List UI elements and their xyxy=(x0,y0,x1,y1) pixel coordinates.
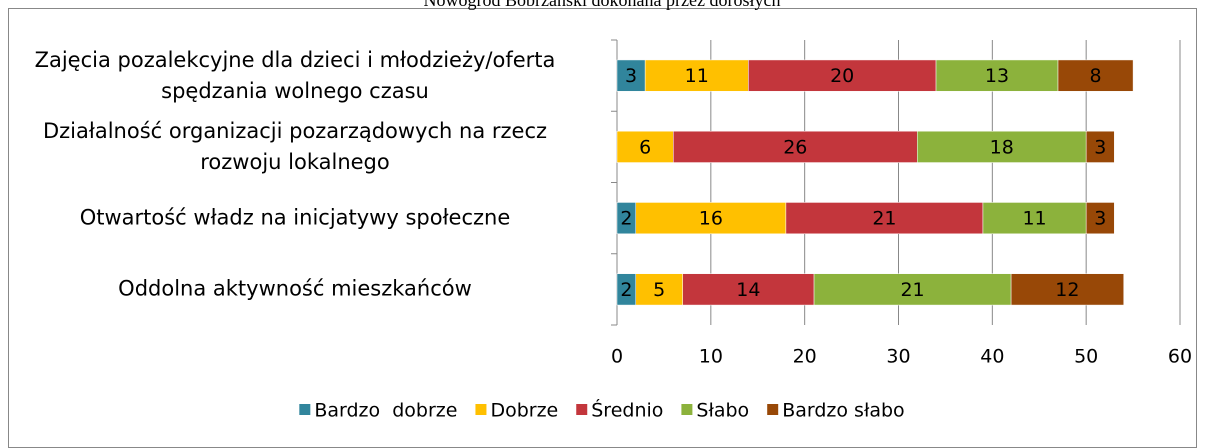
data-label: 3 xyxy=(625,65,637,87)
x-tick-label: 10 xyxy=(699,346,723,368)
legend-label: Dobrze xyxy=(490,400,558,422)
x-tick-label: 30 xyxy=(886,346,910,368)
data-label: 16 xyxy=(699,208,723,230)
data-label: 3 xyxy=(1094,208,1106,230)
data-label: 21 xyxy=(872,208,896,230)
data-label: 5 xyxy=(653,279,665,301)
data-label: 13 xyxy=(985,65,1009,87)
bar-segment xyxy=(748,59,937,92)
data-label: 21 xyxy=(900,279,924,301)
data-label: 3 xyxy=(1094,136,1106,158)
chart-title: Nowogród Bobrzański dokonana przez doros… xyxy=(424,0,781,10)
data-label: 2 xyxy=(620,208,632,230)
legend-label: Średnio xyxy=(591,398,663,422)
data-label: 8 xyxy=(1090,65,1102,87)
bar-segment xyxy=(644,59,749,92)
legend-marker xyxy=(475,404,487,415)
bar-segment xyxy=(635,202,787,235)
bar-segment xyxy=(1085,202,1115,235)
x-tick-label: 50 xyxy=(1074,346,1098,368)
data-label: 2 xyxy=(620,279,632,301)
bar-segment xyxy=(1057,59,1134,92)
x-tick-label: 20 xyxy=(793,346,817,368)
x-tick-label: 0 xyxy=(611,346,623,368)
data-label: 14 xyxy=(736,279,760,301)
bar-segment xyxy=(673,130,918,163)
bar-segment xyxy=(917,130,1087,163)
data-label: 18 xyxy=(990,136,1014,158)
x-tick-label: 40 xyxy=(980,346,1004,368)
legend-marker xyxy=(299,404,311,415)
legend-label: Bardzo dobrze xyxy=(314,400,457,422)
data-label: 26 xyxy=(783,136,807,158)
y-tick-label: Otwartość władz na inicjatywy społeczne xyxy=(79,205,511,230)
bar-segment xyxy=(1010,273,1124,306)
legend-marker xyxy=(681,404,693,415)
bar-segment xyxy=(785,202,984,235)
legend-marker xyxy=(576,404,588,415)
y-tick-label: Zajęcia pozalekcyjne dla dzieci i młodzi… xyxy=(34,47,556,103)
data-label: 12 xyxy=(1055,279,1079,301)
data-label: 20 xyxy=(830,65,854,87)
data-label: 11 xyxy=(1022,208,1046,230)
bar-segment xyxy=(616,59,646,92)
bar-segment xyxy=(935,59,1059,92)
y-tick-label: Oddolna aktywność mieszkańców xyxy=(118,276,472,301)
x-tick-label: 60 xyxy=(1168,346,1192,368)
y-tick-label: Działalność organizacji pozarządowych na… xyxy=(42,118,548,174)
legend-label: Słabo xyxy=(696,400,749,422)
data-label: 11 xyxy=(685,65,709,87)
data-label: 6 xyxy=(639,136,651,158)
legend-label: Bardzo słabo xyxy=(782,400,904,422)
bar-segment xyxy=(1085,130,1115,163)
bar-segment xyxy=(616,130,674,163)
bar-segment xyxy=(635,273,683,306)
legend-marker xyxy=(767,404,779,415)
